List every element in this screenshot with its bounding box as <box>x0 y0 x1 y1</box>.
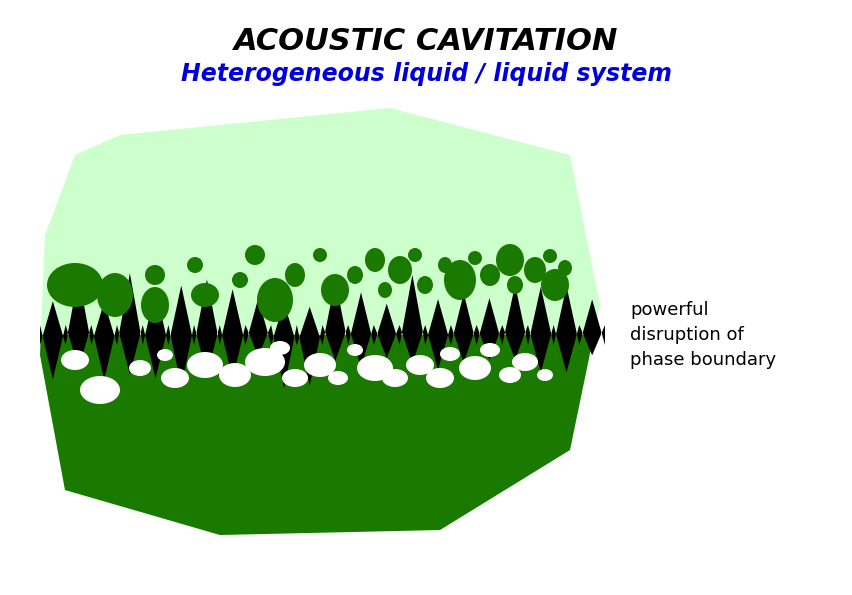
Ellipse shape <box>347 344 363 356</box>
Ellipse shape <box>444 260 475 300</box>
Ellipse shape <box>377 282 392 298</box>
Ellipse shape <box>61 350 89 370</box>
Ellipse shape <box>382 369 407 387</box>
Ellipse shape <box>511 353 538 371</box>
Ellipse shape <box>256 278 292 322</box>
Ellipse shape <box>468 251 481 265</box>
Ellipse shape <box>145 265 164 285</box>
Ellipse shape <box>440 347 459 361</box>
Ellipse shape <box>219 363 250 387</box>
Ellipse shape <box>425 368 453 388</box>
Ellipse shape <box>191 283 219 307</box>
Polygon shape <box>40 273 604 389</box>
Polygon shape <box>40 108 599 535</box>
Ellipse shape <box>407 248 422 262</box>
Ellipse shape <box>437 257 452 273</box>
Ellipse shape <box>245 245 265 265</box>
Text: powerful
disruption of
phase boundary: powerful disruption of phase boundary <box>630 301 775 369</box>
Ellipse shape <box>141 287 169 323</box>
Ellipse shape <box>557 260 572 276</box>
Ellipse shape <box>480 264 499 286</box>
Ellipse shape <box>498 367 521 383</box>
Ellipse shape <box>540 269 568 301</box>
Text: ACOUSTIC CAVITATION: ACOUSTIC CAVITATION <box>234 27 618 56</box>
Ellipse shape <box>495 244 523 276</box>
Ellipse shape <box>417 276 433 294</box>
Ellipse shape <box>365 248 384 272</box>
Ellipse shape <box>303 353 336 377</box>
Ellipse shape <box>543 249 556 263</box>
Ellipse shape <box>458 356 491 380</box>
Ellipse shape <box>47 263 103 307</box>
Ellipse shape <box>97 273 133 317</box>
Ellipse shape <box>357 355 393 381</box>
Ellipse shape <box>157 349 173 361</box>
Ellipse shape <box>388 256 412 284</box>
Ellipse shape <box>282 369 308 387</box>
Ellipse shape <box>506 276 522 294</box>
Ellipse shape <box>129 360 151 376</box>
Ellipse shape <box>245 348 285 376</box>
Ellipse shape <box>480 343 499 357</box>
Ellipse shape <box>187 352 222 378</box>
Ellipse shape <box>232 272 248 288</box>
Ellipse shape <box>537 369 552 381</box>
Ellipse shape <box>328 371 348 385</box>
Ellipse shape <box>285 263 305 287</box>
Ellipse shape <box>270 341 290 355</box>
Ellipse shape <box>187 257 203 273</box>
Ellipse shape <box>320 274 348 306</box>
Polygon shape <box>40 335 593 535</box>
Ellipse shape <box>161 368 189 388</box>
Ellipse shape <box>347 266 363 284</box>
Ellipse shape <box>313 248 326 262</box>
Ellipse shape <box>406 355 434 375</box>
Ellipse shape <box>523 257 545 283</box>
Ellipse shape <box>80 376 120 404</box>
Text: Heterogeneous liquid / liquid system: Heterogeneous liquid / liquid system <box>181 62 671 86</box>
